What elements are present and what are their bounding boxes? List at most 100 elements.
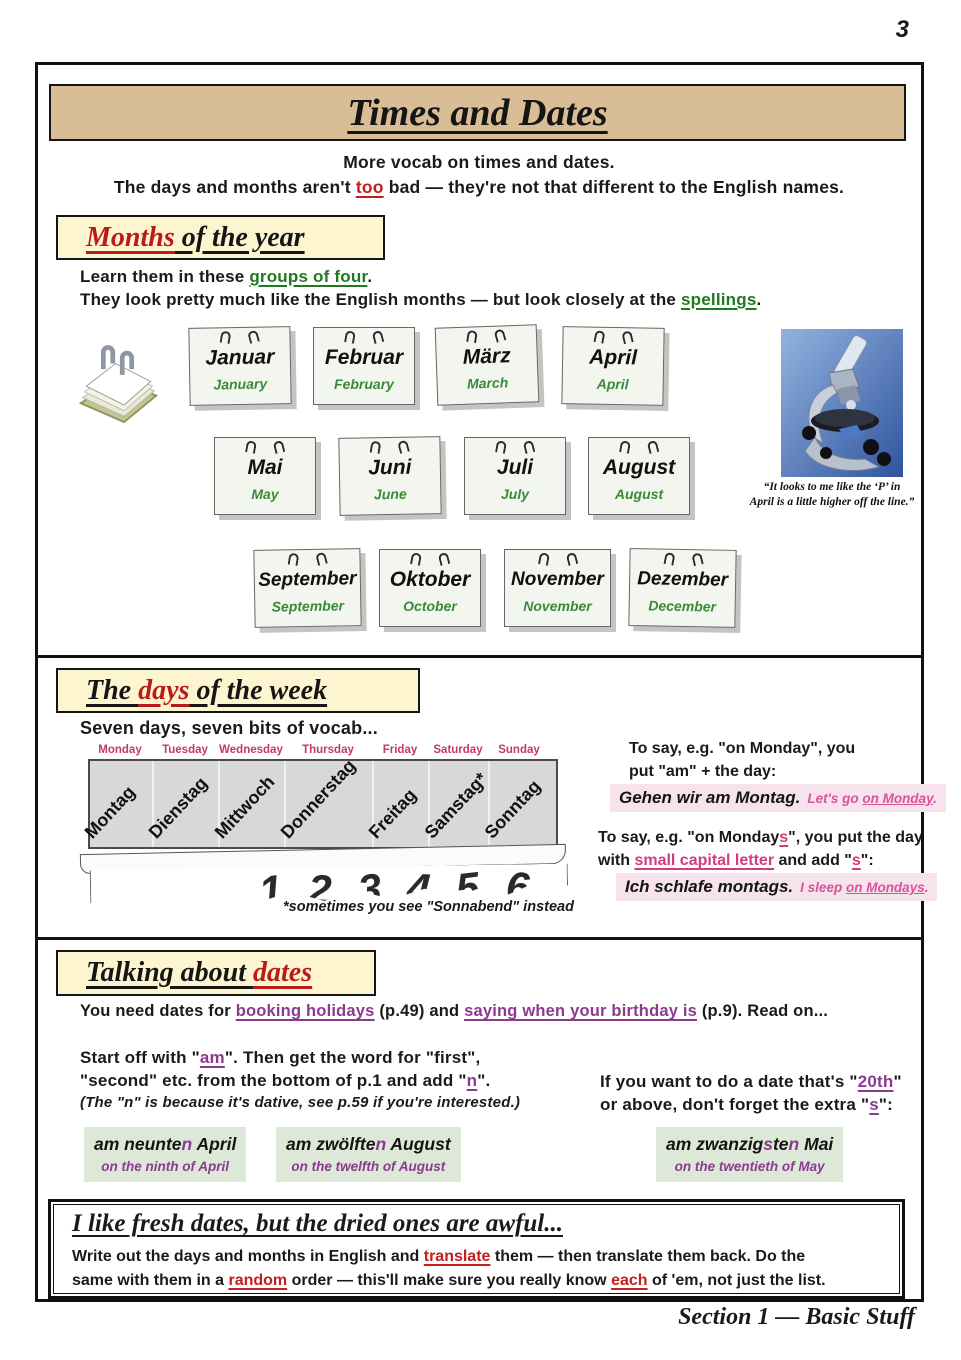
weekday-english: Saturday [433, 744, 483, 756]
weekday-english: Sunday [498, 744, 540, 756]
ring-hooks-icon [215, 439, 315, 455]
text-segment: " [893, 1072, 902, 1091]
month-german: Februar [324, 346, 404, 369]
month-card-oktober: Oktober October [379, 549, 481, 627]
weekday-column: Samstag* [421, 761, 491, 847]
revision-box-inner: I like fresh dates, but the dried ones a… [53, 1204, 900, 1294]
months-heading: Months of the year [86, 222, 305, 254]
months-line1: Learn them in these groups of four. [80, 265, 780, 288]
month-card-maerz: März March [434, 324, 540, 406]
example-ninth-april: am neunten April on the ninth of April [84, 1127, 247, 1182]
heading-part: of the week [189, 674, 328, 706]
highlight-n: n [375, 1134, 387, 1154]
example-twelfth-august: am zwölften August on the twelfth of Aug… [276, 1127, 461, 1182]
dative-note: (The "n" is because it's dative, see p.5… [80, 1094, 521, 1111]
weekday-german: Dienstag [144, 773, 212, 843]
month-card-april: April April [561, 326, 665, 406]
intro-line1: More vocab on times and dates. [343, 152, 615, 172]
caption-line1: “It looks to me like the ‘P’ in [763, 481, 901, 493]
text-segment: Write out the days and months in English… [72, 1248, 424, 1265]
heading-red-word: Months [86, 221, 175, 253]
month-english: September [271, 597, 345, 615]
month-english: March [466, 374, 509, 392]
text-segment: ". Then get the word for "first", [224, 1048, 481, 1067]
weekday-german: Donnerstag [276, 755, 360, 843]
microscope-image [781, 329, 903, 482]
link-am: am [199, 1048, 225, 1067]
example-german: Gehen wir am Montag. [619, 788, 801, 807]
weekday-english: Thursday [302, 744, 354, 756]
text-segment: Start off with " [80, 1048, 200, 1067]
month-german: April [589, 345, 638, 370]
weekday-english-labels: Monday Tuesday Wednesday Thursday Friday… [88, 744, 558, 756]
revision-line: Write out the days and months in English… [72, 1245, 881, 1269]
link-spellings: spellings [681, 290, 757, 309]
months-heading-box: Months of the year [56, 215, 385, 260]
highlight-s: s [763, 1134, 773, 1154]
month-card-juli: Juli July [464, 437, 566, 515]
weekday-column: Freitag [365, 761, 430, 847]
example-twentieth-may: am zwanzigsten Mai on the twentieth of M… [656, 1127, 844, 1182]
weekday-english: Wednesday [219, 744, 283, 756]
example-english: I sleep on Mondays. [800, 880, 928, 895]
link-extra-s: s [869, 1095, 879, 1114]
text-segment: (p.49) and [374, 1002, 465, 1020]
link-s: s [779, 829, 789, 846]
month-english: February [334, 376, 394, 392]
rule-line: put "am" + the day: [629, 763, 777, 780]
emphasis-too: too [355, 177, 384, 197]
text-segment: To say, e.g. "on Monday [598, 829, 780, 846]
section-footer: Section 1 — Basic Stuff [678, 1304, 915, 1330]
month-german: Mai [247, 456, 283, 479]
month-english: July [500, 486, 529, 502]
link-groups-of-four: groups of four [249, 267, 368, 286]
example-english: on the twentieth of May [674, 1159, 825, 1174]
days-heading: The days of the week [86, 675, 327, 707]
heading-red-word: dates [253, 957, 313, 988]
month-card-september: September September [253, 548, 362, 628]
ring-hooks-icon [589, 439, 689, 455]
heading-part: Talking about [86, 957, 254, 988]
weekday-german: Mittwoch [210, 771, 279, 843]
month-english: June [373, 485, 407, 503]
weekday-column: Donnerstag [277, 756, 374, 847]
link-small-capital-letter: small capital letter [634, 852, 775, 869]
text-segment: order — this'll make sure you really kno… [287, 1272, 612, 1289]
sonnabend-footnote: *sometimes you see "Sonnabend" instead [283, 899, 574, 915]
link-20th: 20th [857, 1072, 894, 1091]
month-card-august: August August [588, 437, 690, 515]
month-english: December [648, 597, 717, 615]
text-segment: . [367, 267, 373, 286]
text-segment: day with [598, 829, 923, 869]
text-segment: August [386, 1134, 451, 1154]
ring-hooks-icon [314, 329, 414, 345]
strip-number: 1 [256, 865, 286, 907]
month-card-februar: Februar February [313, 327, 415, 405]
text-segment: am zwanzig [666, 1134, 764, 1154]
month-card-januar: Januar January [188, 326, 292, 406]
text-segment: They look pretty much like the English m… [80, 290, 681, 309]
month-card-dezember: Dezember December [628, 548, 737, 628]
dates-intro: You need dates for booking holidays (p.4… [80, 1002, 910, 1021]
text-segment: am neunte [94, 1134, 182, 1154]
text-segment: or above, don't forget the extra " [600, 1095, 870, 1114]
text-segment: Mai [799, 1134, 834, 1154]
text-segment: . [756, 290, 762, 309]
revision-line: same with them in a random order — this'… [72, 1269, 881, 1293]
days-heading-box: The days of the week [56, 668, 420, 713]
rule-line: Start off with "am". Then get the word f… [80, 1046, 540, 1069]
revision-body: Write out the days and months in English… [72, 1245, 881, 1293]
link-random: random [228, 1272, 288, 1289]
month-english: January [213, 375, 268, 393]
example-montag: Gehen wir am Montag. Let's go on Monday. [610, 784, 946, 812]
ring-hooks-icon [505, 551, 610, 567]
month-german: Oktober [389, 568, 471, 591]
heading-rest: of the year [174, 221, 305, 253]
rule-line: If you want to do a date that's "20th" [600, 1070, 930, 1093]
month-english: October [403, 598, 457, 614]
months-line2: They look pretty much like the English m… [80, 288, 780, 311]
text-segment: "second" etc. from the bottom of p.1 and… [80, 1071, 467, 1090]
dates-heading-box: Talking about dates [56, 950, 376, 996]
page-title: Times and Dates [347, 91, 608, 134]
